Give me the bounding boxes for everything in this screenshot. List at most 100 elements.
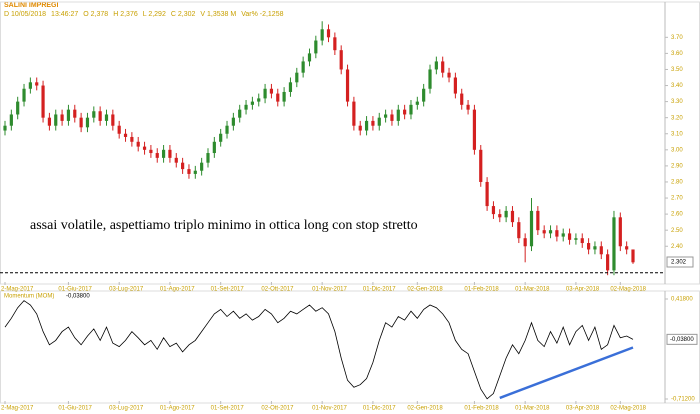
- y-tick-label: 3.20: [671, 115, 683, 121]
- candle-body: [612, 217, 616, 271]
- candle-body: [510, 210, 515, 223]
- candle-body: [364, 120, 369, 131]
- x-tick-label: 03-Lug-2017: [109, 287, 144, 293]
- last-price-box: [666, 256, 694, 268]
- x-tick-label: 2-Mag-2017: [1, 287, 34, 293]
- candle-body: [85, 117, 90, 128]
- y-tick-label: 2.40: [671, 244, 683, 250]
- x-tick-label: 03-Lug-2017: [109, 406, 144, 412]
- candle-body: [200, 162, 204, 171]
- candle-body: [60, 114, 64, 121]
- info-field: C 2,302: [170, 11, 196, 18]
- candle-body: [219, 133, 223, 142]
- x-tick-label: 01-Set-2017: [211, 406, 245, 412]
- candle-body: [352, 101, 356, 126]
- candle-body: [536, 210, 540, 231]
- candle-body: [523, 238, 527, 247]
- candle-body: [282, 91, 286, 102]
- x-tick-label: 01-Ago-2017: [160, 406, 195, 412]
- candle-body: [415, 101, 419, 105]
- indicator-title: Momentum (MOM): [4, 294, 54, 300]
- x-tick-label: 01-Set-2017: [211, 287, 245, 293]
- candle-body: [9, 114, 13, 126]
- candle-body: [453, 77, 457, 94]
- candle-body: [326, 29, 331, 38]
- y-tick-label: 3.30: [671, 99, 683, 105]
- candle-body: [377, 117, 381, 126]
- momentum-line: [4, 300, 634, 400]
- x-tick-label: 2-Mag-2017: [1, 406, 34, 412]
- candle-body: [307, 53, 312, 62]
- candle-body: [384, 114, 388, 118]
- candle-body: [193, 170, 197, 174]
- y-tick-label: 2.60: [671, 212, 683, 218]
- x-tick-label: 03-Apr-2018: [566, 287, 600, 293]
- candle-body: [428, 69, 432, 89]
- candle-body: [142, 146, 147, 150]
- candle-body: [130, 136, 134, 142]
- candle-body: [403, 109, 407, 115]
- candle-body: [498, 214, 502, 218]
- candle-body: [263, 88, 267, 99]
- y-tick-label: 3.70: [671, 35, 683, 41]
- candle-body: [567, 233, 572, 240]
- candle-body: [586, 243, 591, 250]
- candle-body: [339, 50, 343, 70]
- candle-body: [257, 98, 261, 102]
- info-field: L 2,292: [142, 11, 166, 18]
- candle-body: [123, 133, 128, 137]
- candle-body: [98, 111, 102, 121]
- candle-body: [92, 111, 96, 118]
- candle-body: [111, 114, 115, 126]
- candle-body: [345, 69, 350, 102]
- indicator-value: -0,03800: [66, 294, 90, 300]
- candle-body: [460, 93, 464, 105]
- annotation: assai volatile, aspettiamo triplo minimo…: [30, 218, 418, 233]
- candle-body: [371, 120, 375, 126]
- candle-body: [288, 82, 293, 92]
- candle-body: [466, 104, 470, 110]
- x-tick-label: 02-Mag-2018: [610, 406, 646, 412]
- candle-body: [155, 153, 159, 158]
- x-tick-label: 01-Mar-2018: [515, 287, 550, 293]
- x-tick-label: 01-Giu-2017: [58, 287, 92, 293]
- candle-body: [555, 230, 559, 237]
- y-tick-label: 3.40: [671, 83, 683, 89]
- x-tick-label: 01-Dic-2017: [363, 406, 396, 412]
- candle-body: [447, 72, 451, 78]
- candle-body: [22, 88, 26, 102]
- candle-body: [73, 109, 77, 118]
- candle-body: [16, 101, 20, 115]
- y-tick-label: 3.10: [671, 131, 683, 137]
- candle-body: [358, 125, 362, 131]
- candle-body: [472, 109, 477, 150]
- candle-body: [41, 85, 45, 118]
- candle-body: [485, 181, 489, 207]
- candle-body: [580, 238, 584, 244]
- candle-body: [504, 210, 508, 218]
- candle-body: [269, 88, 274, 94]
- candle-body: [212, 141, 216, 154]
- x-tick-label: 01-Ago-2017: [160, 287, 195, 293]
- x-tick-label: 01-Giu-2017: [58, 406, 92, 412]
- candle-body: [104, 114, 109, 121]
- candle-body: [174, 157, 178, 163]
- candle-body: [35, 82, 39, 86]
- candle-body: [238, 109, 242, 118]
- candle-body: [301, 61, 305, 73]
- candle-body: [606, 254, 610, 271]
- y-tick-label: 2.50: [671, 228, 683, 234]
- candle-body: [441, 61, 445, 73]
- candle-body: [409, 104, 413, 115]
- y-tick-label: -0,71200: [671, 397, 695, 403]
- candle-body: [276, 93, 280, 102]
- x-tick-label: 01-Mar-2018: [515, 406, 550, 412]
- candle-body: [314, 40, 318, 54]
- trend-line: [499, 346, 634, 400]
- candle-body: [542, 230, 546, 234]
- x-tick-label: 01-Nov-2017: [312, 406, 347, 412]
- info-field: 13:46:27: [51, 11, 79, 18]
- candle-body: [161, 149, 166, 158]
